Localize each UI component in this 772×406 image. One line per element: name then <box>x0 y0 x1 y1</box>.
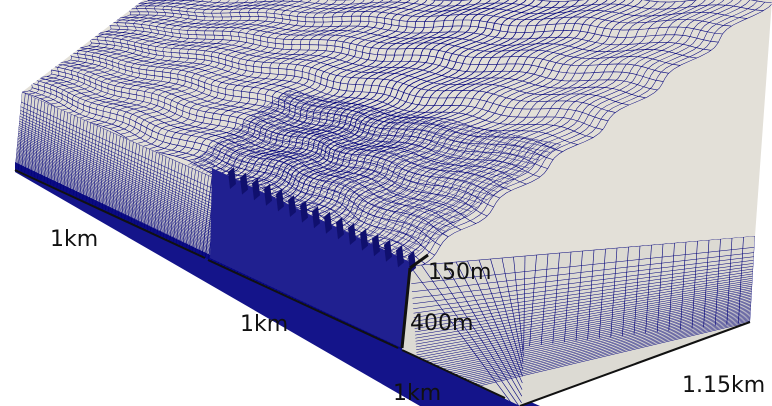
right-edge-label: 1.15km <box>682 373 765 398</box>
cut-depth-label: 400m <box>410 311 473 336</box>
block-bottom-edge-2 <box>207 259 399 349</box>
surface-mesh <box>21 0 772 271</box>
block-bottom-edge <box>14 169 206 259</box>
front-left-segment-label: 1km <box>240 312 288 337</box>
left-edge-label: 1km <box>50 227 98 252</box>
front-right-segment-label: 1km <box>393 381 441 406</box>
cut-width-dimension-line <box>409 253 429 270</box>
block-right-bottom-edge <box>519 321 751 406</box>
cut-depth-dimension-line <box>400 267 412 349</box>
refined-trench-face <box>210 168 410 348</box>
block-bottom-edge-3 <box>401 349 506 399</box>
trench-cut-cells <box>228 167 416 273</box>
cut-width-label: 150m <box>428 260 491 285</box>
